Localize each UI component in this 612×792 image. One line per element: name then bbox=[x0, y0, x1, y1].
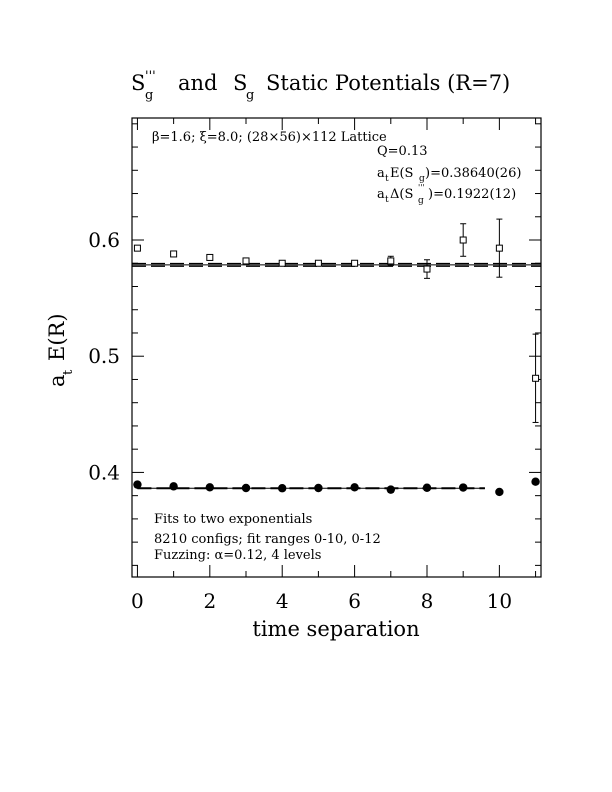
delta-annotation: a t Δ(S ''' g )=0.1922(12) bbox=[377, 183, 516, 206]
x-tick-labels: 0 2 4 6 8 10 bbox=[131, 589, 512, 613]
y-axis-title-sub: t bbox=[61, 369, 76, 375]
data-point-circle bbox=[169, 482, 178, 491]
energy-sub-t: t bbox=[385, 174, 389, 184]
data-point-square bbox=[242, 257, 250, 265]
data-point-square bbox=[351, 259, 359, 267]
axis-ticks bbox=[132, 118, 541, 577]
delta-sub-g: g bbox=[418, 196, 424, 206]
y-axis-title: a t E(R) bbox=[45, 313, 76, 387]
data-point-circle bbox=[314, 483, 323, 493]
delta-sup: ''' bbox=[418, 183, 425, 192]
data-point-square bbox=[459, 236, 467, 244]
energy-sub-g: g bbox=[419, 174, 425, 184]
delta-val: )=0.1922(12) bbox=[428, 187, 516, 202]
title-rest: Static Potentials (R=7) bbox=[266, 71, 510, 95]
data-point-square bbox=[314, 259, 322, 267]
y-axis-title-rest: E(R) bbox=[45, 313, 69, 361]
x-tick-label: 10 bbox=[487, 589, 512, 613]
y-tick-label: 0.5 bbox=[88, 344, 120, 368]
data-point-circle bbox=[531, 477, 540, 486]
x-tick-label: 0 bbox=[131, 589, 144, 613]
title-s1-sup: ''' bbox=[145, 69, 156, 84]
title-and: and bbox=[178, 71, 218, 95]
delta-a: a bbox=[377, 187, 385, 202]
data-point-square bbox=[170, 250, 178, 258]
fits-annotation: Fits to two exponentials bbox=[154, 512, 312, 527]
lattice-annotation: β=1.6; ξ=8.0; (28×56)×112 Lattice bbox=[152, 130, 387, 145]
data-point-square bbox=[387, 257, 395, 265]
x-axis-title: time separation bbox=[252, 617, 419, 641]
fit-lines bbox=[132, 262, 541, 490]
data-point-square bbox=[423, 265, 431, 273]
x-tick-label: 8 bbox=[421, 589, 434, 613]
y-tick-label: 0.6 bbox=[88, 228, 120, 252]
data-point-square bbox=[278, 259, 286, 267]
data-points bbox=[133, 218, 540, 497]
q-annotation: Q=0.13 bbox=[377, 144, 428, 159]
energy-val: )=0.38640(26) bbox=[425, 166, 521, 181]
chart-title: S ''' g and S g Static Potentials (R=7) bbox=[131, 69, 510, 103]
title-s2-main: S bbox=[233, 71, 247, 95]
x-tick-label: 6 bbox=[348, 589, 361, 613]
data-point-circle bbox=[458, 483, 468, 492]
y-tick-labels: 0.4 0.5 0.6 bbox=[88, 228, 120, 484]
data-point-circle bbox=[422, 483, 432, 492]
energy-a: a bbox=[377, 166, 385, 181]
energy-annotation: a t E(S g )=0.38640(26) bbox=[377, 166, 521, 184]
title-s2-sub: g bbox=[246, 88, 254, 103]
fuzzing-annotation: Fuzzing: α=0.12, 4 levels bbox=[154, 548, 321, 563]
data-point-square bbox=[532, 374, 540, 382]
data-point-circle bbox=[133, 480, 142, 489]
data-point-circle bbox=[241, 483, 251, 493]
delta-mid: Δ(S bbox=[390, 187, 413, 202]
data-point-circle bbox=[350, 483, 359, 492]
data-point-square bbox=[133, 244, 141, 252]
y-tick-label: 0.4 bbox=[88, 460, 120, 484]
data-point-square bbox=[495, 244, 503, 252]
data-point-circle bbox=[278, 484, 287, 493]
data-point-circle bbox=[205, 483, 215, 492]
delta-sub-t: t bbox=[385, 195, 389, 205]
x-tick-label: 2 bbox=[203, 589, 216, 613]
configs-annotation: 8210 configs; fit ranges 0-10, 0-12 bbox=[154, 532, 381, 547]
data-point-square bbox=[206, 253, 214, 261]
plot-frame bbox=[131, 117, 542, 578]
energy-mid: E(S bbox=[390, 166, 413, 181]
title-s1-main: S bbox=[131, 71, 145, 95]
title-s1-sub: g bbox=[145, 88, 153, 103]
data-point-circle bbox=[495, 487, 504, 497]
y-axis-title-a: a bbox=[45, 374, 69, 387]
x-tick-label: 4 bbox=[276, 589, 289, 613]
data-point-circle bbox=[386, 485, 395, 494]
